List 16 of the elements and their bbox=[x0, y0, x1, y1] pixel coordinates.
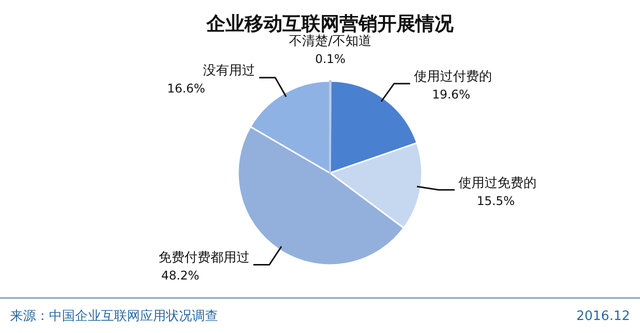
pie-slice bbox=[250, 80, 331, 174]
pie-slice bbox=[237, 126, 404, 266]
text: 2016.12 bbox=[576, 309, 630, 324]
slice-label: 没有用过 bbox=[203, 64, 256, 79]
slice-label: 使用过免费的 bbox=[458, 176, 537, 191]
data-label: 19.6% bbox=[432, 88, 470, 102]
pie-slice bbox=[329, 142, 423, 229]
data-label: 16.6% bbox=[167, 82, 206, 96]
slice-label: 使用过付费的 bbox=[414, 70, 492, 85]
slice-label: 免费付费都用过 bbox=[158, 250, 250, 266]
data-label: 15.5% bbox=[476, 194, 515, 208]
data-label: 48.2% bbox=[161, 268, 200, 283]
slice-label: 不清楚/不知道 bbox=[289, 34, 372, 49]
chart-title: 企业移动互联网营销开展情况 bbox=[206, 13, 454, 35]
source-note: 来源：中国企业互联网应用状况调查 bbox=[10, 308, 218, 324]
data-label: 0.1% bbox=[315, 52, 346, 66]
